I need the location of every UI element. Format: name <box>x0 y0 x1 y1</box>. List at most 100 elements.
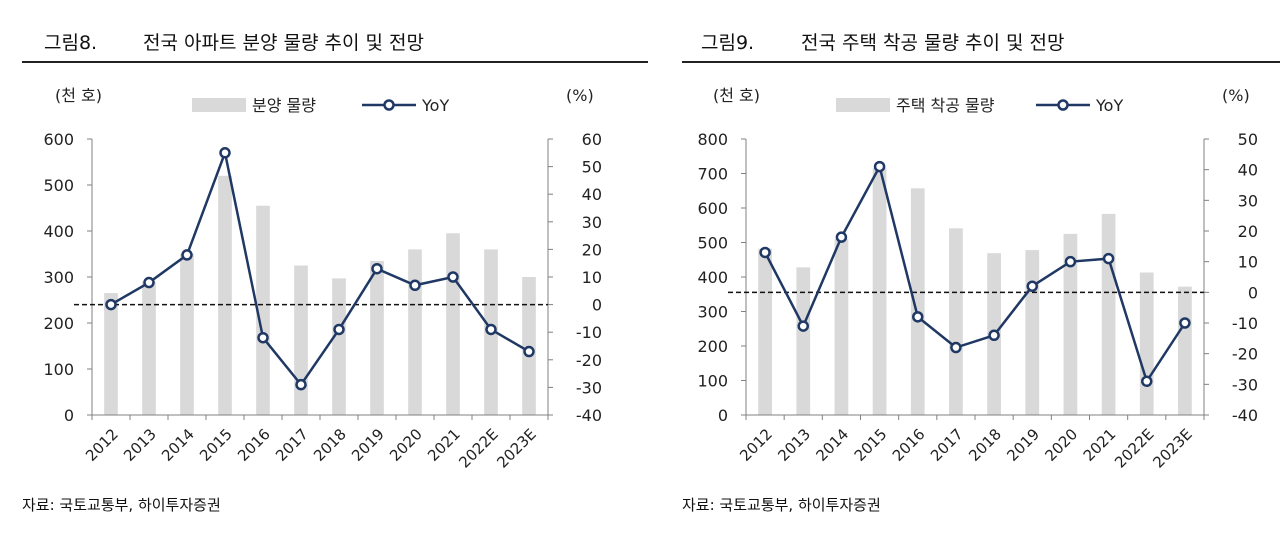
bar <box>446 233 460 415</box>
left-axis-unit: (천 호) <box>55 86 102 105</box>
left-axis-unit: (천 호) <box>713 86 760 105</box>
right-tick-label: 50 <box>582 158 602 177</box>
yoy-point <box>1179 317 1191 329</box>
right-tick-label: 40 <box>1238 161 1258 180</box>
chart-svg-fig9: (천 호) (%)주택 착공 물량 YoY010020030040050060070… <box>697 86 1258 472</box>
chart-panel-fig8: 그림8. 전국 아파트 분양 물량 추이 및 전망 (천 호) (%) 분양 물량 Y… <box>22 32 648 514</box>
chart-panel-fig9: 그림9. 전국 주택 착공 물량 추이 및 전망 (천 호) (%) 주택 착공 물… <box>640 0 1280 554</box>
bar <box>872 168 887 415</box>
left-tick-label: 100 <box>697 372 728 391</box>
right-tick-label: -10 <box>576 323 602 342</box>
x-tick-label: 2015 <box>851 425 891 465</box>
yoy-point <box>181 249 193 261</box>
x-tick-label: 2019 <box>1003 425 1043 465</box>
yoy-point <box>143 276 155 289</box>
x-tick-label: 2019 <box>348 425 388 465</box>
title-divider <box>22 61 648 63</box>
x-tick-label: 2017 <box>272 425 312 465</box>
figure-label: 그림9. <box>701 32 755 54</box>
chart-title: 전국 주택 착공 물량 추이 및 전망 <box>801 32 1065 54</box>
right-tick-label: -10 <box>1232 314 1258 333</box>
bar <box>1025 250 1040 415</box>
source-note: 자료: 국토교통부, 하이투자증권 <box>22 496 221 514</box>
yoy-point <box>1102 252 1115 265</box>
x-tick-label: 2012 <box>736 425 776 465</box>
bar <box>370 260 384 415</box>
x-tick-label: 2023E <box>1149 425 1195 471</box>
yoy-point <box>485 323 497 336</box>
x-tick-label: 2020 <box>1042 425 1082 465</box>
left-tick-label: 100 <box>43 360 74 379</box>
right-tick-label: 20 <box>1238 222 1258 241</box>
right-tick-label: -30 <box>576 378 602 397</box>
x-tick-label: 2022E <box>455 425 501 471</box>
right-tick-label: 30 <box>582 213 602 232</box>
right-tick-label: 40 <box>582 185 602 204</box>
yoy-point <box>1141 375 1153 388</box>
right-tick-label: 50 <box>1238 130 1258 149</box>
figure-label: 그림8. <box>44 32 98 54</box>
right-tick-label: 20 <box>582 240 602 259</box>
yoy-line <box>110 148 530 387</box>
yoy-point <box>797 320 809 332</box>
left-tick-label: 800 <box>697 130 728 149</box>
left-tick-label: 200 <box>43 314 74 333</box>
x-tick-label: 2018 <box>965 425 1005 465</box>
x-tick-label: 2014 <box>158 425 198 465</box>
bar <box>796 267 811 415</box>
yoy-point <box>295 378 307 391</box>
bar <box>910 188 925 415</box>
x-tick-label: 2013 <box>120 425 160 465</box>
bar <box>218 175 232 415</box>
legend-bar-swatch <box>192 98 246 112</box>
right-tick-label: 10 <box>582 268 602 287</box>
bar <box>1101 213 1116 415</box>
x-tick-label: 2022E <box>1111 425 1157 471</box>
right-axis-unit: (%) <box>1222 86 1250 105</box>
yoy-point <box>409 279 421 292</box>
yoy-point <box>1064 255 1077 268</box>
right-tick-label: 0 <box>592 296 602 315</box>
title-divider <box>682 61 1280 63</box>
bar <box>1139 272 1154 415</box>
bar <box>1063 233 1078 415</box>
legend-line-marker <box>1057 99 1069 111</box>
bar <box>142 281 156 415</box>
bar <box>104 293 118 415</box>
x-tick-label: 2013 <box>774 425 814 465</box>
legend-line-marker <box>383 99 395 111</box>
x-tick-label: 2020 <box>386 425 426 465</box>
yoy-point <box>333 323 345 336</box>
yoy-point <box>105 298 117 311</box>
chart-svg-fig8: (천 호) (%)분양 물량 YoY0100200300400500600-40-3… <box>43 86 602 472</box>
legend-line-label: YoY <box>1095 96 1123 115</box>
bar <box>834 239 849 415</box>
left-tick-label: 600 <box>43 130 74 149</box>
yoy-point <box>447 271 459 283</box>
left-tick-label: 400 <box>43 222 74 241</box>
right-tick-label: 0 <box>1248 283 1258 302</box>
x-tick-label: 2015 <box>196 425 236 465</box>
bar <box>294 265 308 415</box>
right-tick-label: 60 <box>582 130 602 149</box>
yoy-point <box>219 147 231 159</box>
right-tick-label: -30 <box>1232 375 1258 394</box>
left-tick-label: 300 <box>697 303 728 322</box>
yoy-point <box>257 331 269 344</box>
x-tick-label: 2012 <box>82 425 122 465</box>
left-tick-label: 0 <box>718 406 728 425</box>
right-tick-label: -20 <box>576 351 602 370</box>
right-tick-label: 30 <box>1238 191 1258 210</box>
left-tick-label: 400 <box>697 268 728 287</box>
legend-bar-label: 주택 착공 물량 <box>896 96 995 115</box>
bar <box>758 248 772 415</box>
yoy-point <box>988 329 1000 342</box>
bar <box>1178 286 1192 415</box>
bar <box>180 254 194 415</box>
x-tick-label: 2014 <box>813 425 853 465</box>
yoy-point <box>523 345 535 358</box>
yoy-point <box>912 311 924 323</box>
yoy-point <box>873 160 886 173</box>
left-tick-label: 200 <box>697 337 728 356</box>
left-tick-label: 700 <box>697 165 728 184</box>
